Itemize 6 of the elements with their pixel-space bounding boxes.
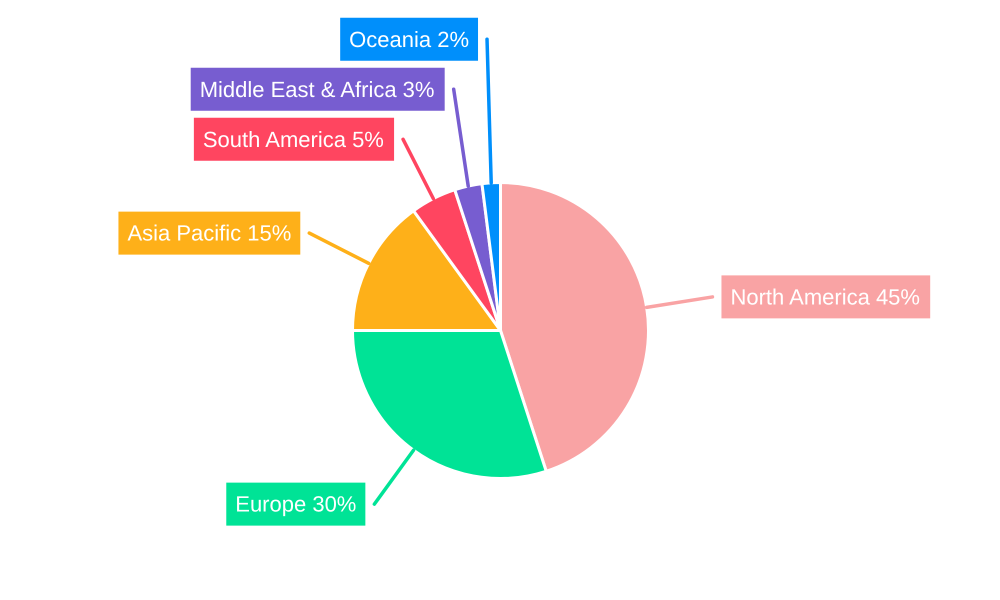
slice-label: Europe 30% <box>235 492 356 517</box>
slice-label: South America 5% <box>202 126 384 152</box>
slice-label: Middle East & Africa 3% <box>200 76 434 102</box>
slice-label: North America 45% <box>730 284 920 310</box>
slice-label: Oceania 2% <box>349 26 470 52</box>
slice-label: Asia Pacific 15% <box>127 220 292 246</box>
